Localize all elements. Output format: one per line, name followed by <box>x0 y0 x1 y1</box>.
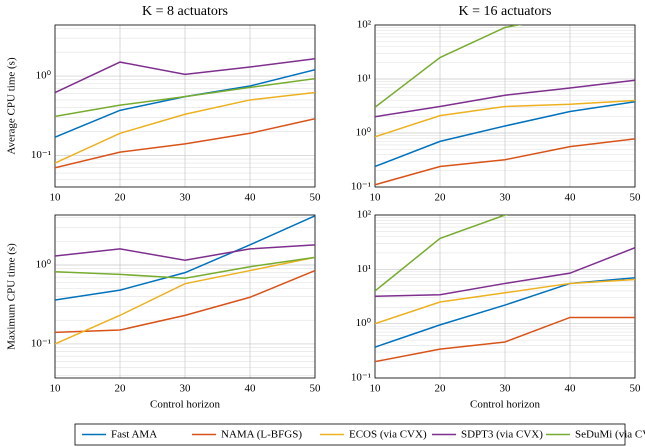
y-tick-label: 10⁰ <box>356 127 372 139</box>
x-tick-label: 30 <box>500 192 512 204</box>
x-tick-label: 10 <box>50 192 62 204</box>
chart-title: K = 8 actuators <box>142 4 228 19</box>
y-tick-label: 10² <box>357 19 372 31</box>
plot-frame <box>374 24 636 188</box>
series-line <box>55 244 315 261</box>
legend-label: SDPT3 (via CVX) <box>461 429 543 441</box>
y-tick-label: 10⁻¹ <box>351 372 371 384</box>
y-tick-label: 10¹ <box>357 73 371 85</box>
legend-box <box>74 423 626 446</box>
plot-frame <box>54 24 316 188</box>
series-line <box>55 58 315 94</box>
y-tick-label: 10⁻¹ <box>31 149 51 161</box>
y-tick-label: 10² <box>357 209 372 221</box>
series-line <box>375 25 523 108</box>
x-tick-label: 40 <box>245 383 257 395</box>
x-tick-label: 30 <box>180 383 192 395</box>
series-line <box>55 269 315 334</box>
series-line <box>55 256 315 345</box>
y-axis-label: Average CPU time (s) <box>6 57 18 155</box>
x-tick-label: 50 <box>310 383 322 395</box>
y-tick-label: 10⁻¹ <box>31 337 51 349</box>
x-tick-label: 20 <box>435 192 447 204</box>
series-line <box>375 99 635 138</box>
legend-label: SeDuMi (via CVX) <box>575 429 645 441</box>
x-tick-label: 40 <box>565 192 577 204</box>
x-tick-label: 10 <box>50 383 62 395</box>
y-axis-label: Maximum CPU time (s) <box>6 243 18 350</box>
chart-title: K = 16 actuators <box>458 4 551 19</box>
x-tick-label: 10 <box>370 192 382 204</box>
x-tick-label: 30 <box>180 192 192 204</box>
x-tick-label: 30 <box>500 383 512 395</box>
y-tick-label: 10⁰ <box>36 70 52 82</box>
series-line <box>375 316 635 363</box>
series-line <box>55 117 315 169</box>
series-line <box>55 77 315 118</box>
y-tick-label: 10⁻¹ <box>351 181 371 193</box>
x-axis-label: Control horizon <box>150 399 220 411</box>
series-line <box>55 256 315 279</box>
series-line <box>375 138 635 186</box>
x-tick-label: 40 <box>245 192 257 204</box>
series-line <box>375 79 635 118</box>
x-tick-label: 20 <box>115 192 127 204</box>
legend-label: NAMA (L-BFGS) <box>221 429 302 441</box>
series-line <box>375 247 635 297</box>
series-line <box>375 100 635 168</box>
x-tick-label: 50 <box>630 192 642 204</box>
y-tick-label: 10⁰ <box>356 317 372 329</box>
series-line <box>375 215 509 292</box>
series-line <box>55 91 315 164</box>
x-tick-label: 20 <box>435 383 447 395</box>
y-tick-label: 10¹ <box>357 263 371 275</box>
series-line <box>55 215 315 301</box>
x-tick-label: 20 <box>115 383 127 395</box>
x-tick-label: 50 <box>630 383 642 395</box>
plot-frame <box>54 214 316 379</box>
x-tick-label: 40 <box>565 383 577 395</box>
legend-label: Fast AMA <box>111 429 157 441</box>
x-tick-label: 10 <box>370 383 382 395</box>
x-tick-label: 50 <box>310 192 322 204</box>
legend-label: ECOS (via CVX) <box>349 429 427 441</box>
y-tick-label: 10⁰ <box>36 259 52 271</box>
series-line <box>375 278 635 325</box>
x-axis-label: Control horizon <box>470 399 540 411</box>
